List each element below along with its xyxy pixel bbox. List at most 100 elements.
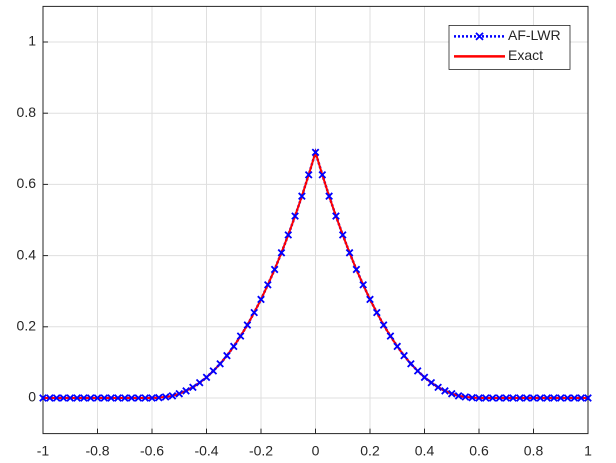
marker bbox=[175, 389, 184, 398]
marker bbox=[481, 394, 490, 402]
marker bbox=[400, 351, 408, 360]
marker bbox=[250, 308, 259, 317]
marker bbox=[338, 231, 347, 239]
marker bbox=[386, 332, 395, 340]
legend-label: Exact bbox=[508, 47, 543, 63]
marker bbox=[413, 367, 422, 375]
marker bbox=[304, 170, 313, 179]
marker bbox=[107, 394, 115, 402]
x-tick-label: -1 bbox=[37, 443, 50, 459]
marker bbox=[468, 393, 477, 402]
marker bbox=[318, 170, 327, 179]
marker bbox=[536, 394, 545, 402]
marker bbox=[127, 394, 136, 402]
marker bbox=[39, 394, 47, 402]
marker bbox=[202, 373, 211, 382]
marker bbox=[352, 265, 361, 274]
marker bbox=[216, 359, 224, 368]
y-tick-label: 0.8 bbox=[17, 104, 37, 120]
marker bbox=[134, 394, 143, 402]
marker bbox=[311, 148, 320, 157]
x-tick-label: -0.8 bbox=[85, 443, 109, 459]
marker bbox=[488, 394, 497, 402]
x-tick-label: 0.2 bbox=[360, 443, 380, 459]
legend-box bbox=[448, 24, 571, 70]
marker bbox=[45, 394, 54, 402]
marker bbox=[502, 394, 511, 402]
axes-box bbox=[42, 5, 589, 435]
marker bbox=[229, 342, 238, 351]
marker bbox=[114, 394, 122, 402]
marker bbox=[345, 248, 354, 257]
marker bbox=[298, 192, 306, 200]
marker bbox=[66, 394, 75, 402]
marker bbox=[543, 394, 551, 402]
marker bbox=[100, 394, 109, 402]
marker bbox=[550, 394, 558, 402]
marker bbox=[80, 394, 88, 402]
marker bbox=[420, 373, 429, 382]
marker bbox=[52, 394, 61, 402]
marker bbox=[209, 367, 218, 375]
y-tick-label: 0 bbox=[28, 389, 36, 405]
marker bbox=[522, 394, 531, 402]
marker bbox=[475, 394, 483, 402]
marker bbox=[447, 389, 456, 398]
marker bbox=[407, 359, 415, 368]
y-tick-label: 0.4 bbox=[17, 246, 37, 262]
y-tick-label: 0.2 bbox=[17, 318, 37, 334]
y-tick-label: 1 bbox=[28, 33, 36, 49]
marker bbox=[59, 394, 68, 402]
marker bbox=[284, 231, 293, 239]
marker bbox=[556, 394, 565, 402]
marker bbox=[495, 394, 504, 402]
marker bbox=[577, 394, 586, 402]
x-tick-label: -0.4 bbox=[194, 443, 218, 459]
marker bbox=[379, 321, 388, 329]
x-tick-label: -0.2 bbox=[249, 443, 273, 459]
legend-marker bbox=[475, 32, 484, 41]
x-tick-label: 0.8 bbox=[524, 443, 544, 459]
marker bbox=[120, 394, 129, 402]
marker bbox=[434, 383, 442, 392]
marker bbox=[372, 308, 381, 317]
marker bbox=[291, 212, 299, 220]
marker bbox=[427, 378, 436, 387]
x-tick-label: 0 bbox=[312, 443, 320, 459]
marker bbox=[189, 383, 197, 392]
y-tick-label: 0.6 bbox=[17, 175, 37, 191]
x-tick-label: 1 bbox=[584, 443, 592, 459]
marker bbox=[529, 394, 538, 402]
marker bbox=[441, 387, 449, 395]
marker bbox=[366, 295, 374, 304]
marker bbox=[359, 280, 368, 289]
marker bbox=[461, 393, 470, 401]
marker bbox=[223, 351, 231, 360]
marker bbox=[236, 332, 245, 340]
marker bbox=[584, 394, 592, 402]
marker bbox=[454, 392, 463, 400]
marker bbox=[141, 394, 150, 402]
marker bbox=[93, 394, 102, 402]
marker bbox=[570, 394, 579, 402]
marker bbox=[148, 394, 156, 402]
marker bbox=[270, 265, 279, 274]
marker bbox=[243, 321, 252, 329]
marker bbox=[277, 248, 286, 257]
marker bbox=[332, 212, 340, 220]
marker bbox=[325, 192, 333, 200]
marker bbox=[86, 394, 95, 402]
marker bbox=[182, 387, 190, 395]
marker bbox=[509, 394, 517, 402]
marker bbox=[195, 378, 204, 387]
marker bbox=[161, 393, 170, 401]
marker bbox=[263, 280, 272, 289]
legend-label: AF-LWR bbox=[508, 27, 561, 43]
x-tick-label: -0.6 bbox=[140, 443, 164, 459]
marker bbox=[73, 394, 81, 402]
marker bbox=[168, 392, 177, 400]
marker bbox=[516, 394, 524, 402]
legend: AF-LWR Exact bbox=[448, 24, 571, 70]
marker bbox=[257, 295, 265, 304]
